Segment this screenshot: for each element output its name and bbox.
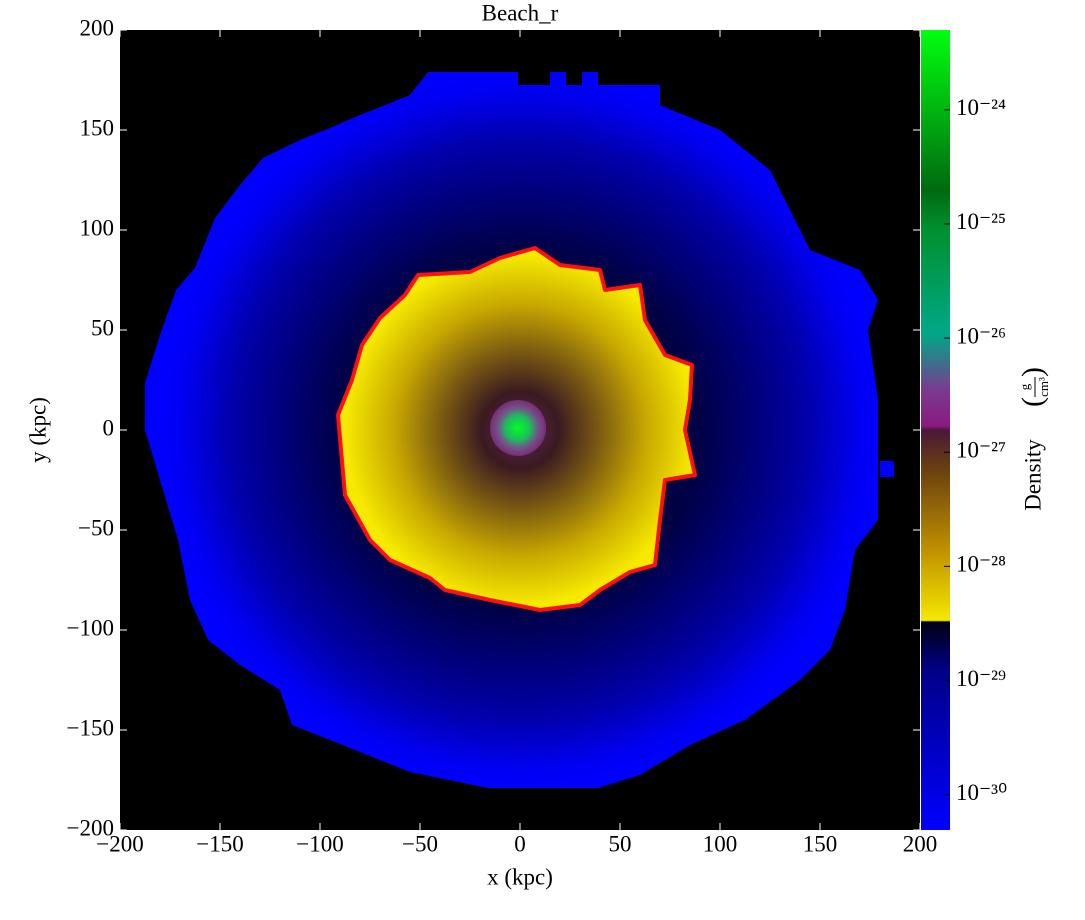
x-axis-label: x (kpc) xyxy=(487,864,553,889)
density-field xyxy=(550,72,566,86)
x-tick-label: 150 xyxy=(803,831,838,856)
colorbar-tick-label: 10⁻²⁷ xyxy=(956,437,1006,462)
x-tick-label: −200 xyxy=(96,831,143,856)
colorbar-tick-label: 10⁻²⁴ xyxy=(956,95,1006,120)
y-tick-label: −50 xyxy=(78,515,114,540)
paren: ( xyxy=(1016,397,1049,407)
x-tick-label: −150 xyxy=(196,831,243,856)
y-tick-label: −200 xyxy=(67,815,114,840)
density-field xyxy=(582,72,598,86)
colorbar-tick-label: 10⁻²⁶ xyxy=(956,323,1006,348)
y-axis-label: y (kpc) xyxy=(25,397,50,463)
y-tick-label: 0 xyxy=(103,415,115,440)
x-tick-label: −50 xyxy=(402,831,438,856)
colorbar-unit-denominator: cm³ xyxy=(1036,377,1051,397)
colorbar-title: Density ( g cm³ ) xyxy=(1016,367,1051,511)
colorbar-tick-label: 10⁻²⁵ xyxy=(956,209,1006,234)
colorbar xyxy=(921,30,950,830)
x-tick-label: −100 xyxy=(296,831,343,856)
y-tick-label: −150 xyxy=(67,715,114,740)
x-tick-label: 0 xyxy=(514,831,526,856)
y-tick-label: 100 xyxy=(80,215,115,240)
x-tick-label: 200 xyxy=(903,831,938,856)
colorbar-label: Density xyxy=(1020,439,1045,511)
density-field xyxy=(880,461,894,477)
x-tick-label: 100 xyxy=(703,831,738,856)
paren: ) xyxy=(1016,367,1049,377)
chart-title: Beach_r xyxy=(482,0,559,25)
colorbar-tick-label: 10⁻³⁰ xyxy=(956,780,1007,805)
density-core xyxy=(490,400,546,456)
y-tick-label: 200 xyxy=(80,15,115,40)
y-tick-label: −100 xyxy=(67,615,114,640)
y-tick-label: 50 xyxy=(91,315,114,340)
colorbar-tick-label: 10⁻²⁸ xyxy=(956,552,1006,577)
y-tick-label: 150 xyxy=(80,115,115,140)
x-tick-label: 50 xyxy=(609,831,632,856)
colorbar-tick-label: 10⁻²⁹ xyxy=(956,666,1006,691)
colorbar-unit-numerator: g xyxy=(1017,383,1032,390)
